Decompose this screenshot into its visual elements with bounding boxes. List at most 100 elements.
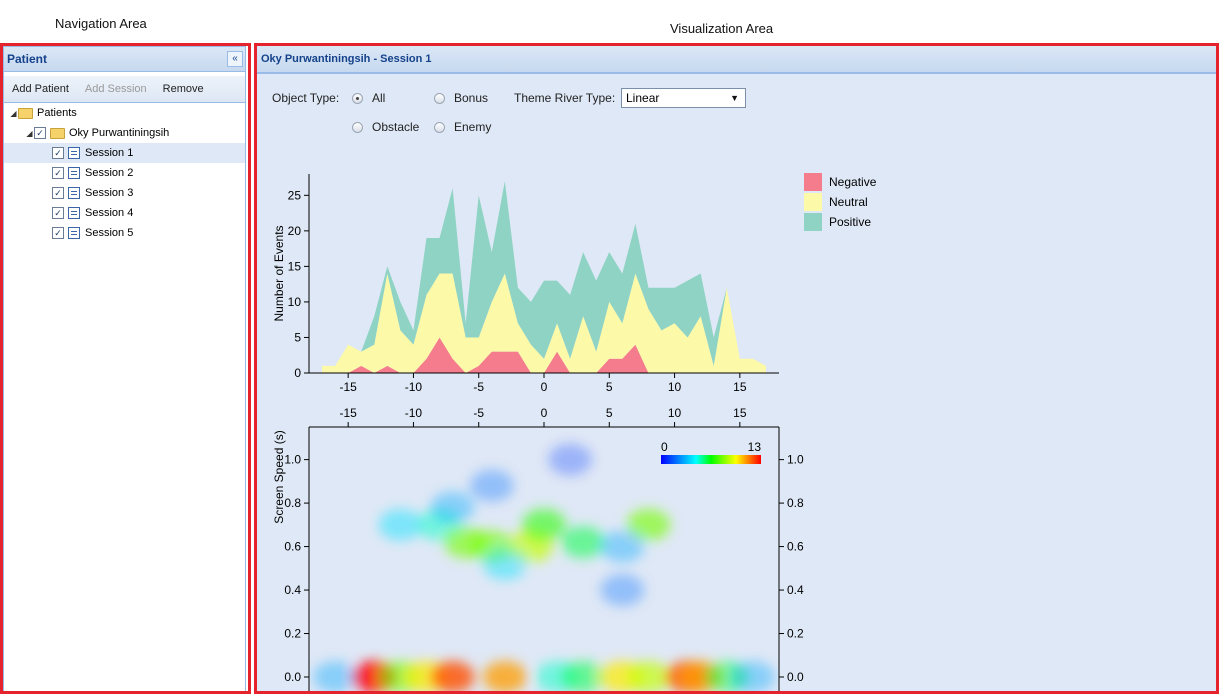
radio-icon[interactable] [434,92,445,104]
x-tick-label: 5 [606,380,613,394]
heatmap-chart [313,443,775,692]
series-area-neutral [322,273,766,373]
heatmap-point [626,508,671,541]
x-tick-label: 10 [668,380,682,394]
add-session-button[interactable]: Add Session [84,83,147,95]
x-tick-label: -5 [473,380,484,394]
legend-label: Negative [829,175,877,189]
radio-icon[interactable] [352,121,363,133]
remove-button[interactable]: Remove [162,83,204,95]
colorbar-gradient [661,455,761,464]
folder-icon [50,127,65,139]
tree-node-session-2[interactable]: ✓ Session 2 [4,163,245,183]
expand-arrow-icon[interactable]: ◢ [10,108,17,118]
y-tick-label-right: 0.6 [787,540,804,554]
legend-label: Neutral [829,195,868,209]
session-icon [68,147,80,159]
y-tick-label-right: 0.4 [787,583,804,597]
tree-label: Session 1 [85,147,134,159]
y-tick-label: 15 [288,259,302,273]
legend-swatch [804,193,822,211]
x-tick-label: -10 [405,406,423,420]
series-area-positive [322,181,766,366]
x-tick-label: 15 [733,380,747,394]
y-tick-label-right: 0.0 [787,670,804,684]
x-tick-label: 0 [541,380,548,394]
heatmap-point [626,661,671,692]
option-label: Enemy [454,120,492,134]
select-value: Linear [626,91,660,105]
y-tick-label-right: 0.8 [787,496,804,510]
option-all[interactable]: All [352,91,385,105]
theme-river-label: Theme River Type: [514,91,616,105]
tree-node-session-4[interactable]: ✓ Session 4 [4,203,245,223]
option-obstacle[interactable]: Obstacle [352,120,419,134]
x-tick-label: -5 [473,406,484,420]
collapse-icon[interactable]: « [227,51,243,67]
checkbox-icon[interactable]: ✓ [52,187,64,199]
y-tick-label-right: 1.0 [787,453,804,467]
y-tick-label-left: 1.0 [284,453,301,467]
radio-icon[interactable] [434,121,445,133]
checkbox-icon[interactable]: ✓ [52,167,64,179]
tree-node-session-3[interactable]: ✓ Session 3 [4,183,245,203]
heatmap-point [548,443,593,476]
checkbox-icon[interactable]: ✓ [52,227,64,239]
tree-node-session-5[interactable]: ✓ Session 5 [4,223,245,243]
y-tick-label: 20 [288,224,302,238]
legend-swatch [804,173,822,191]
tree-label: Session 2 [85,167,134,179]
tree-node-patients[interactable]: ◢ Patients [4,103,245,123]
heatmap-point [430,491,475,524]
option-label: All [372,91,386,105]
heatmap-point [600,530,645,563]
tree-node-patient[interactable]: ◢ ✓ Oky Purwantiningsih [4,123,245,143]
session-icon [68,167,80,179]
checkbox-icon[interactable]: ✓ [52,147,64,159]
legend-label: Positive [829,215,871,229]
heatmap-point [600,574,645,607]
theme-river-chart [322,181,766,373]
panel-title: Patient [7,52,48,66]
option-enemy[interactable]: Enemy [434,120,491,134]
x-tick-label: -15 [339,406,357,420]
y-tick-label-left: 0.0 [284,670,301,684]
y-tick-label: 5 [294,330,301,344]
x-tick-label: 10 [668,406,682,420]
panel-header: Patient [4,47,245,72]
expand-arrow-icon[interactable]: ◢ [26,128,33,138]
checkbox-icon[interactable]: ✓ [34,127,46,139]
session-icon [68,187,80,199]
heatmap-colorbar: 0 13 [661,440,761,464]
y-tick-label-left: 0.6 [284,540,301,554]
navigation-area-label: Navigation Area [55,16,147,31]
option-bonus[interactable]: Bonus [434,91,488,105]
x-tick-label: 5 [606,406,613,420]
y-axis-label: Number of Events [272,225,286,321]
legend-swatch [804,213,822,231]
heatmap-point [469,469,514,502]
heatmap-point [482,661,527,692]
visualization-area-box [254,43,1219,694]
theme-river-axes: -15 -10 -5 0 5 10 15 0 5 10 15 20 25 Number of Events [272,174,779,394]
y-axis-label: Screen Speed (s) [272,430,286,523]
tree-node-session-1[interactable]: ✓ Session 1 [4,143,245,163]
x-tick-label: 0 [541,406,548,420]
heatmap-point [522,508,566,541]
checkbox-icon[interactable]: ✓ [52,207,64,219]
tree-label: Patients [37,107,77,119]
y-tick-label-right: 0.2 [787,627,804,641]
radio-icon[interactable] [352,92,363,104]
charts-svg: -15 -10 -5 0 5 10 15 0 5 10 15 20 25 Number of Events… [272,173,877,692]
heatmap-point [561,526,606,559]
object-type-label: Object Type: [272,91,340,105]
option-label: Obstacle [372,120,420,134]
add-patient-button[interactable]: Add Patient [12,83,69,95]
patient-tree: ◢ Patients ◢ ✓ Oky Purwantiningsih ✓ Ses… [4,103,245,243]
viz-title: Oky Purwantiningsih - Session 1 [261,53,432,65]
series-area-negative [322,337,766,373]
visualization-panel: Oky Purwantiningsih - Session 1 Object T… [257,46,1217,692]
viz-header: Oky Purwantiningsih - Session 1 [257,46,1217,74]
heatmap-point [730,661,775,692]
theme-river-select[interactable]: Linear ▼ [621,88,746,108]
